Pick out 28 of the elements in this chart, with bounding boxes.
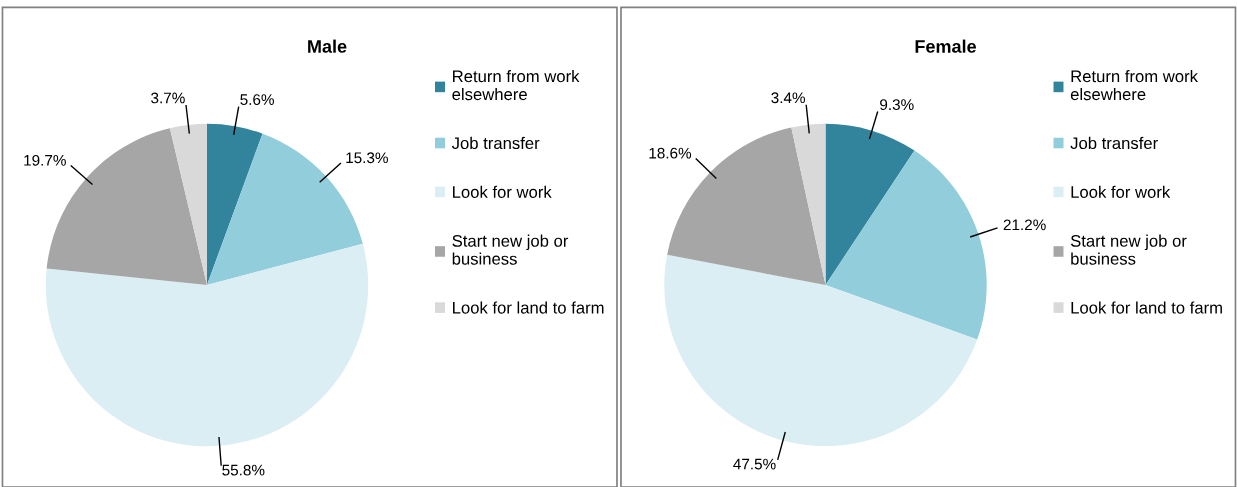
legend-label: Look for work	[453, 185, 552, 198]
data-label: 55.8%	[222, 464, 265, 476]
pie-slice	[664, 254, 978, 447]
data-label: 21.2%	[1003, 219, 1046, 231]
legend-label: Job transfer	[1070, 136, 1158, 150]
data-label: 5.6%	[240, 94, 274, 105]
data-label: 18.6%	[649, 147, 692, 159]
data-label: 47.5%	[733, 458, 776, 470]
legend-label: Look for land to farm	[1071, 301, 1222, 314]
data-label: 3.7%	[151, 92, 185, 104]
legend-label: Return from work elsewhere	[452, 70, 580, 101]
legend-label: Job transfer	[451, 136, 540, 150]
pie-slice	[207, 123, 263, 285]
legend-label: Return from work elsewhere	[1070, 70, 1198, 101]
legend-label: Start new job or business	[1070, 234, 1187, 265]
data-label: 15.3%	[346, 152, 388, 164]
legend-label: Look for land to farm	[453, 301, 604, 314]
data-label: 3.4%	[771, 92, 806, 104]
pie-slice	[169, 123, 207, 285]
chart-title: Female	[915, 39, 976, 53]
pie-slice	[825, 150, 987, 340]
legend-label: Start new job or business	[452, 234, 569, 265]
data-label: 19.7%	[24, 154, 66, 166]
chart-title: Male	[308, 39, 347, 53]
data-label: 9.3%	[880, 99, 914, 111]
legend-label: Look for work	[1071, 185, 1171, 198]
pie-slice	[825, 123, 915, 285]
pie-slice	[45, 243, 369, 447]
